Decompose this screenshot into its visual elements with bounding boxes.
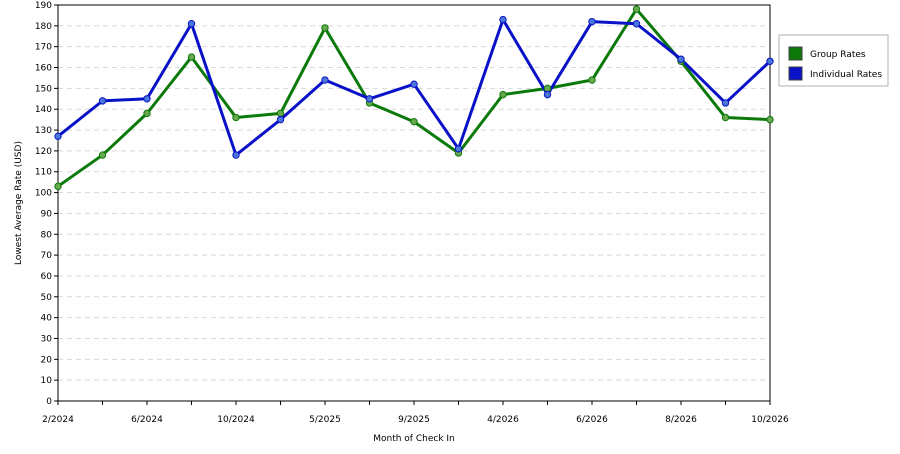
data-point-individual-rates bbox=[721, 99, 730, 107]
data-point-individual-rates bbox=[54, 132, 62, 141]
x-tick-label: 5/2025 bbox=[309, 415, 341, 425]
data-point-group-rates bbox=[766, 115, 774, 124]
data-point-individual-rates bbox=[543, 90, 552, 99]
y-tick-label: 170 bbox=[35, 43, 52, 53]
series-line-group-rates bbox=[56, 7, 772, 188]
data-point-individual-rates bbox=[232, 151, 240, 159]
x-tick-label: 10/2026 bbox=[751, 415, 789, 425]
y-tick-label: 70 bbox=[41, 251, 53, 261]
x-axis-title: Month of Check In bbox=[373, 434, 455, 444]
data-point-group-rates bbox=[632, 5, 641, 13]
x-tick-label: 6/2026 bbox=[576, 415, 608, 425]
data-point-group-rates bbox=[276, 109, 285, 118]
legend-swatch-group-rates bbox=[788, 46, 803, 61]
y-tick-label: 150 bbox=[35, 84, 52, 94]
data-point-individual-rates bbox=[187, 20, 196, 28]
y-tick-label: 100 bbox=[35, 189, 52, 199]
y-tick-label: 130 bbox=[35, 126, 52, 136]
x-tick-label: 6/2024 bbox=[131, 415, 163, 425]
data-point-group-rates bbox=[232, 113, 240, 122]
data-point-group-rates bbox=[588, 76, 596, 84]
data-point-individual-rates bbox=[588, 17, 596, 26]
y-tick-label: 140 bbox=[35, 105, 52, 115]
data-point-individual-rates bbox=[454, 145, 463, 153]
series-lines bbox=[56, 7, 772, 188]
y-tick-label: 190 bbox=[35, 1, 52, 11]
y-tick-label: 0 bbox=[46, 397, 52, 407]
data-point-individual-rates bbox=[143, 95, 151, 103]
axis-ticks: 0 10 20 30 40 50 60 70 80 90 100 110 120 130 140 150 160… bbox=[35, 1, 789, 425]
data-point-individual-rates bbox=[321, 76, 329, 84]
legend: Group Rates Individual Rates bbox=[778, 34, 889, 87]
legend-swatch-individual-rates bbox=[788, 66, 803, 81]
data-point-individual-rates bbox=[276, 115, 285, 124]
data-point-individual-rates bbox=[410, 80, 418, 88]
y-tick-label: 30 bbox=[41, 334, 53, 344]
x-tick-label: 4/2026 bbox=[487, 415, 519, 425]
data-point-individual-rates bbox=[632, 20, 641, 28]
data-point-group-rates bbox=[721, 113, 730, 122]
y-tick-label: 110 bbox=[35, 168, 52, 178]
data-point-individual-rates bbox=[98, 97, 107, 105]
data-point-group-rates bbox=[54, 182, 62, 191]
legend-label-group-rates: Group Rates bbox=[810, 50, 866, 60]
y-tick-label: 90 bbox=[41, 209, 53, 219]
y-tick-label: 160 bbox=[35, 64, 52, 74]
y-tick-label: 50 bbox=[41, 293, 53, 303]
data-point-group-rates bbox=[410, 118, 418, 126]
data-point-individual-rates bbox=[499, 15, 507, 24]
plot-area-frame bbox=[57, 4, 771, 402]
data-point-individual-rates bbox=[766, 57, 774, 65]
y-axis-title: Lowest Average Rate (USD) bbox=[14, 141, 24, 265]
data-point-group-rates bbox=[499, 90, 507, 99]
data-point-group-rates bbox=[321, 24, 329, 32]
data-point-group-rates bbox=[143, 109, 151, 118]
y-tick-label: 40 bbox=[41, 314, 53, 324]
x-tick-label: 8/2026 bbox=[665, 415, 697, 425]
y-tick-label: 20 bbox=[41, 355, 53, 365]
y-tick-label: 120 bbox=[35, 147, 52, 157]
x-tick-label: 10/2024 bbox=[217, 415, 255, 425]
data-point-individual-rates bbox=[677, 55, 685, 63]
y-tick-label: 80 bbox=[41, 230, 53, 240]
y-tick-label: 180 bbox=[35, 22, 52, 32]
data-point-group-rates bbox=[543, 84, 552, 93]
legend-label-individual-rates: Individual Rates bbox=[810, 70, 882, 80]
series-markers bbox=[54, 5, 774, 191]
y-tick-label: 10 bbox=[41, 376, 53, 386]
data-point-group-rates bbox=[187, 53, 196, 61]
data-point-group-rates bbox=[98, 151, 107, 159]
grid-lines bbox=[58, 25, 770, 381]
x-tick-label: 9/2025 bbox=[398, 415, 430, 425]
data-point-individual-rates bbox=[365, 95, 374, 103]
y-tick-label: 60 bbox=[41, 272, 53, 282]
x-tick-label: 2/2024 bbox=[42, 415, 74, 425]
